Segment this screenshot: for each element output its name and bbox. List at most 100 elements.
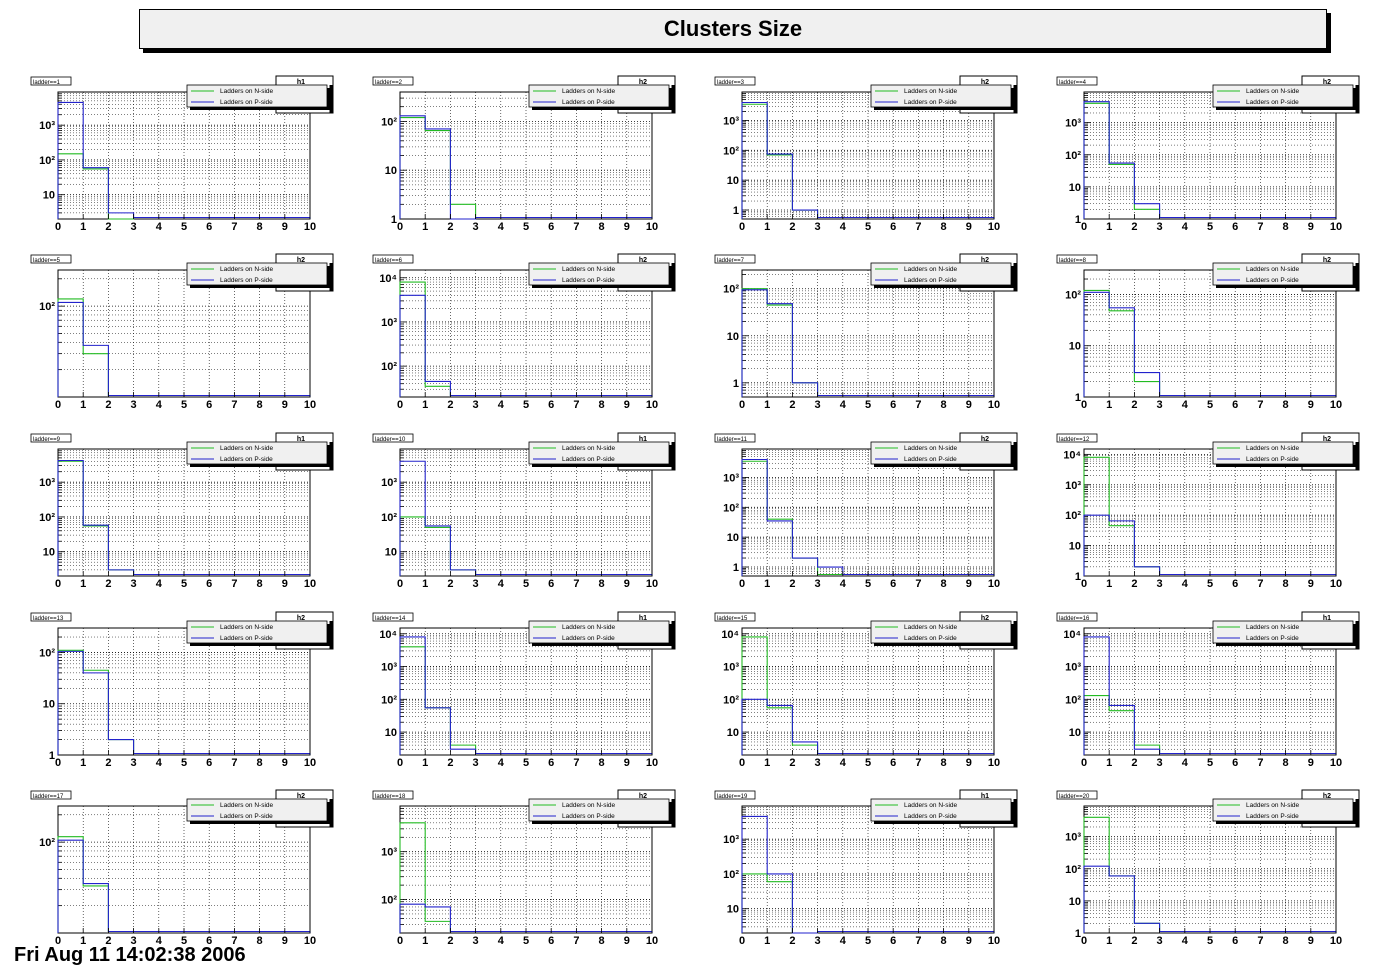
- series-line-p-side: [741, 458, 995, 576]
- y-tick-label: 10²: [39, 301, 55, 313]
- panel-title-text: ladder==5: [33, 258, 61, 264]
- panel-title-text: ladder==13: [33, 616, 64, 622]
- legend-entry-n-side-label: Ladders on N-side: [220, 802, 273, 809]
- x-tick-label: 6: [206, 399, 212, 411]
- panel-title-box: [714, 433, 756, 443]
- x-tick-label: 10: [1330, 399, 1342, 411]
- legend: Ladders on N-side Ladders on P-side: [870, 798, 1014, 824]
- y-tick-label: 10³: [1065, 662, 1081, 674]
- panel-title: ladder==12: [1056, 433, 1098, 443]
- panel-title-text: ladder==8: [1059, 258, 1087, 264]
- x-tick-label: 1: [1106, 221, 1112, 233]
- x-tick-label: 1: [764, 578, 770, 590]
- x-tick-label: 9: [624, 935, 630, 947]
- x-tick-label: 0: [1081, 399, 1087, 411]
- y-tick-label: 1: [391, 214, 397, 226]
- x-tick-label: 6: [1232, 221, 1238, 233]
- x-tick-label: 4: [840, 757, 847, 769]
- y-tick-label: 1: [1075, 392, 1081, 404]
- legend: Ladders on N-side Ladders on P-side: [528, 84, 672, 110]
- x-tick-label: 0: [1081, 221, 1087, 233]
- stats-box-name: h1: [297, 436, 305, 443]
- panel-title-box: [1056, 433, 1098, 443]
- x-tick-label: 1: [764, 221, 770, 233]
- legend-entry-n-side-label: Ladders on N-side: [220, 88, 273, 95]
- panel-title: ladder==17: [30, 790, 72, 800]
- x-tick-label: 6: [890, 757, 896, 769]
- x-tick-label: 10: [646, 399, 658, 411]
- x-tick-label: 10: [304, 935, 316, 947]
- y-tick-label: 10: [1069, 341, 1081, 353]
- legend: Ladders on N-side Ladders on P-side: [186, 262, 330, 288]
- x-tick-label: 10: [646, 578, 658, 590]
- panel-title-box: [30, 433, 72, 443]
- x-tick-label: 7: [1257, 221, 1263, 233]
- x-tick-label: 10: [1330, 578, 1342, 590]
- x-tick-label: 8: [941, 935, 947, 947]
- y-tick-label: 10⁴: [1063, 629, 1081, 641]
- x-tick-label: 5: [181, 221, 187, 233]
- legend-box: [528, 262, 670, 286]
- x-tick-label: 0: [55, 578, 61, 590]
- y-tick-label: 10⁴: [379, 629, 397, 641]
- panel-title-text: ladder==10: [375, 437, 406, 443]
- series-line-p-side: [741, 289, 995, 397]
- y-tick-label: 10³: [381, 662, 397, 674]
- legend: Ladders on N-side Ladders on P-side: [1212, 798, 1356, 824]
- legend-box: [528, 84, 670, 108]
- legend: Ladders on N-side Ladders on P-side: [186, 441, 330, 467]
- x-tick-label: 0: [739, 935, 745, 947]
- x-tick-label: 4: [840, 935, 847, 947]
- x-tick-label: 7: [915, 757, 921, 769]
- x-tick-label: 2: [789, 578, 795, 590]
- x-tick-label: 4: [1182, 935, 1189, 947]
- x-tick-label: 5: [1207, 578, 1213, 590]
- series-line-p-side: [1083, 514, 1337, 576]
- x-tick-label: 10: [646, 757, 658, 769]
- x-tick-label: 8: [599, 757, 605, 769]
- panel-title: ladder==19: [714, 790, 756, 800]
- x-tick-label: 1: [764, 757, 770, 769]
- x-tick-label: 3: [815, 757, 821, 769]
- legend-entry-n-side-label: Ladders on N-side: [220, 445, 273, 452]
- x-tick-label: 0: [739, 399, 745, 411]
- panel-title-box: [30, 254, 72, 264]
- legend-entry-n-side-label: Ladders on N-side: [562, 445, 615, 452]
- y-tick-label: 10³: [723, 472, 739, 484]
- panel-title-text: ladder==1: [33, 80, 61, 86]
- legend-entry-n-side-label: Ladders on N-side: [220, 624, 273, 631]
- x-tick-label: 9: [966, 935, 972, 947]
- legend: Ladders on N-side Ladders on P-side: [528, 620, 672, 646]
- panel-title-box: [30, 612, 72, 622]
- x-tick-label: 5: [181, 757, 187, 769]
- x-tick-label: 5: [865, 935, 871, 947]
- stats-box-name: h2: [981, 257, 989, 264]
- y-tick-label: 10³: [1065, 832, 1081, 844]
- x-tick-label: 3: [131, 757, 137, 769]
- x-tick-label: 4: [498, 578, 505, 590]
- x-tick-label: 1: [1106, 578, 1112, 590]
- x-tick-label: 3: [815, 935, 821, 947]
- x-tick-label: 10: [304, 221, 316, 233]
- x-tick-label: 5: [523, 935, 529, 947]
- x-tick-label: 4: [840, 578, 847, 590]
- x-tick-label: 4: [840, 221, 847, 233]
- panel-title-text: ladder==3: [717, 80, 745, 86]
- legend-entry-p-side-label: Ladders on P-side: [220, 635, 273, 642]
- stats-box-name: h2: [297, 257, 305, 264]
- legend-box: [870, 798, 1012, 822]
- x-tick-label: 5: [865, 578, 871, 590]
- legend-entry-n-side-label: Ladders on N-side: [904, 88, 957, 95]
- x-tick-label: 2: [447, 578, 453, 590]
- x-tick-label: 8: [941, 221, 947, 233]
- legend-entry-n-side-label: Ladders on N-side: [562, 266, 615, 273]
- y-tick-label: 10³: [723, 115, 739, 127]
- panel-title: ladder==2: [372, 76, 414, 86]
- x-tick-label: 7: [915, 578, 921, 590]
- series-line-p-side: [399, 115, 653, 220]
- legend-entry-n-side-label: Ladders on N-side: [904, 445, 957, 452]
- y-tick-label: 10: [1069, 727, 1081, 739]
